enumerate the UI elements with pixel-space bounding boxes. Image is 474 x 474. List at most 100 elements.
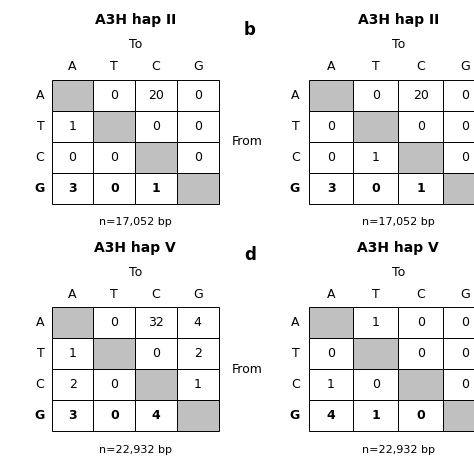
Text: 0: 0 xyxy=(417,347,425,360)
Text: 1: 1 xyxy=(416,182,425,195)
Text: 4: 4 xyxy=(194,316,202,329)
Text: 0: 0 xyxy=(194,120,202,133)
Bar xyxy=(135,307,177,338)
Text: A: A xyxy=(291,316,300,329)
Text: 20: 20 xyxy=(148,89,164,101)
Text: T: T xyxy=(372,60,380,73)
Bar xyxy=(398,338,443,369)
Text: 1: 1 xyxy=(327,378,335,392)
Bar xyxy=(135,80,177,111)
Bar xyxy=(354,401,398,431)
Bar xyxy=(309,338,354,369)
Bar xyxy=(309,401,354,431)
Bar xyxy=(354,80,398,111)
Bar xyxy=(135,369,177,401)
Bar xyxy=(177,401,219,431)
Text: G: G xyxy=(34,182,45,195)
Bar xyxy=(93,307,135,338)
Bar xyxy=(93,401,135,431)
Bar xyxy=(177,173,219,204)
Text: 0: 0 xyxy=(462,378,469,392)
Text: A: A xyxy=(327,60,335,73)
Text: 0: 0 xyxy=(462,151,469,164)
Bar xyxy=(52,173,93,204)
Text: 0: 0 xyxy=(152,347,160,360)
Bar xyxy=(443,307,474,338)
Text: 1: 1 xyxy=(69,120,77,133)
Text: C: C xyxy=(291,151,300,164)
Text: 0: 0 xyxy=(417,316,425,329)
Text: A3H hap II: A3H hap II xyxy=(94,13,176,27)
Bar xyxy=(93,80,135,111)
Bar xyxy=(309,369,354,401)
Bar xyxy=(354,173,398,204)
Text: 0: 0 xyxy=(327,120,335,133)
Text: T: T xyxy=(110,60,118,73)
Bar xyxy=(177,369,219,401)
Bar xyxy=(135,173,177,204)
Text: A3H hap V: A3H hap V xyxy=(357,241,439,255)
Bar xyxy=(52,401,93,431)
Bar xyxy=(398,111,443,142)
Bar xyxy=(443,369,474,401)
Bar xyxy=(354,111,398,142)
Bar xyxy=(309,142,354,173)
Text: T: T xyxy=(110,288,118,301)
Text: 0: 0 xyxy=(327,347,335,360)
Text: C: C xyxy=(416,288,425,301)
Bar xyxy=(177,307,219,338)
Text: 0: 0 xyxy=(372,182,380,195)
Text: n=22,932 bp: n=22,932 bp xyxy=(99,445,172,455)
Bar xyxy=(52,338,93,369)
Text: 3: 3 xyxy=(68,410,77,422)
Text: 1: 1 xyxy=(152,182,160,195)
Bar xyxy=(398,401,443,431)
Text: A3H hap II: A3H hap II xyxy=(357,13,439,27)
Bar xyxy=(354,142,398,173)
Bar xyxy=(309,307,354,338)
Bar xyxy=(52,111,93,142)
Text: C: C xyxy=(36,151,45,164)
Bar xyxy=(177,142,219,173)
Bar xyxy=(354,338,398,369)
Text: C: C xyxy=(152,60,160,73)
Text: T: T xyxy=(36,120,45,133)
Text: From: From xyxy=(232,135,263,148)
Text: G: G xyxy=(290,410,300,422)
Text: 0: 0 xyxy=(462,347,469,360)
Text: 0: 0 xyxy=(462,316,469,329)
Text: 3: 3 xyxy=(327,182,336,195)
Bar xyxy=(398,80,443,111)
Text: C: C xyxy=(36,378,45,392)
Text: n=17,052 bp: n=17,052 bp xyxy=(99,217,172,227)
Text: 0: 0 xyxy=(194,89,202,101)
Text: 1: 1 xyxy=(69,347,77,360)
Bar xyxy=(93,111,135,142)
Text: 20: 20 xyxy=(413,89,428,101)
Text: 2: 2 xyxy=(194,347,202,360)
Text: 0: 0 xyxy=(110,316,118,329)
Bar xyxy=(52,307,93,338)
Bar xyxy=(443,338,474,369)
Text: 0: 0 xyxy=(69,151,77,164)
Text: To: To xyxy=(128,266,142,279)
Text: 32: 32 xyxy=(148,316,164,329)
Text: G: G xyxy=(193,288,202,301)
Text: n=17,052 bp: n=17,052 bp xyxy=(362,217,435,227)
Text: 3: 3 xyxy=(68,182,77,195)
Text: 0: 0 xyxy=(327,151,335,164)
Bar xyxy=(52,369,93,401)
Text: G: G xyxy=(461,288,470,301)
Text: 1: 1 xyxy=(372,410,380,422)
Text: To: To xyxy=(128,38,142,51)
Text: 0: 0 xyxy=(110,151,118,164)
Text: G: G xyxy=(193,60,202,73)
Bar xyxy=(398,307,443,338)
Text: C: C xyxy=(152,288,160,301)
Text: 1: 1 xyxy=(372,151,380,164)
Text: A: A xyxy=(36,316,45,329)
Bar xyxy=(135,111,177,142)
Text: 1: 1 xyxy=(372,316,380,329)
Text: A: A xyxy=(36,89,45,101)
Bar xyxy=(177,111,219,142)
